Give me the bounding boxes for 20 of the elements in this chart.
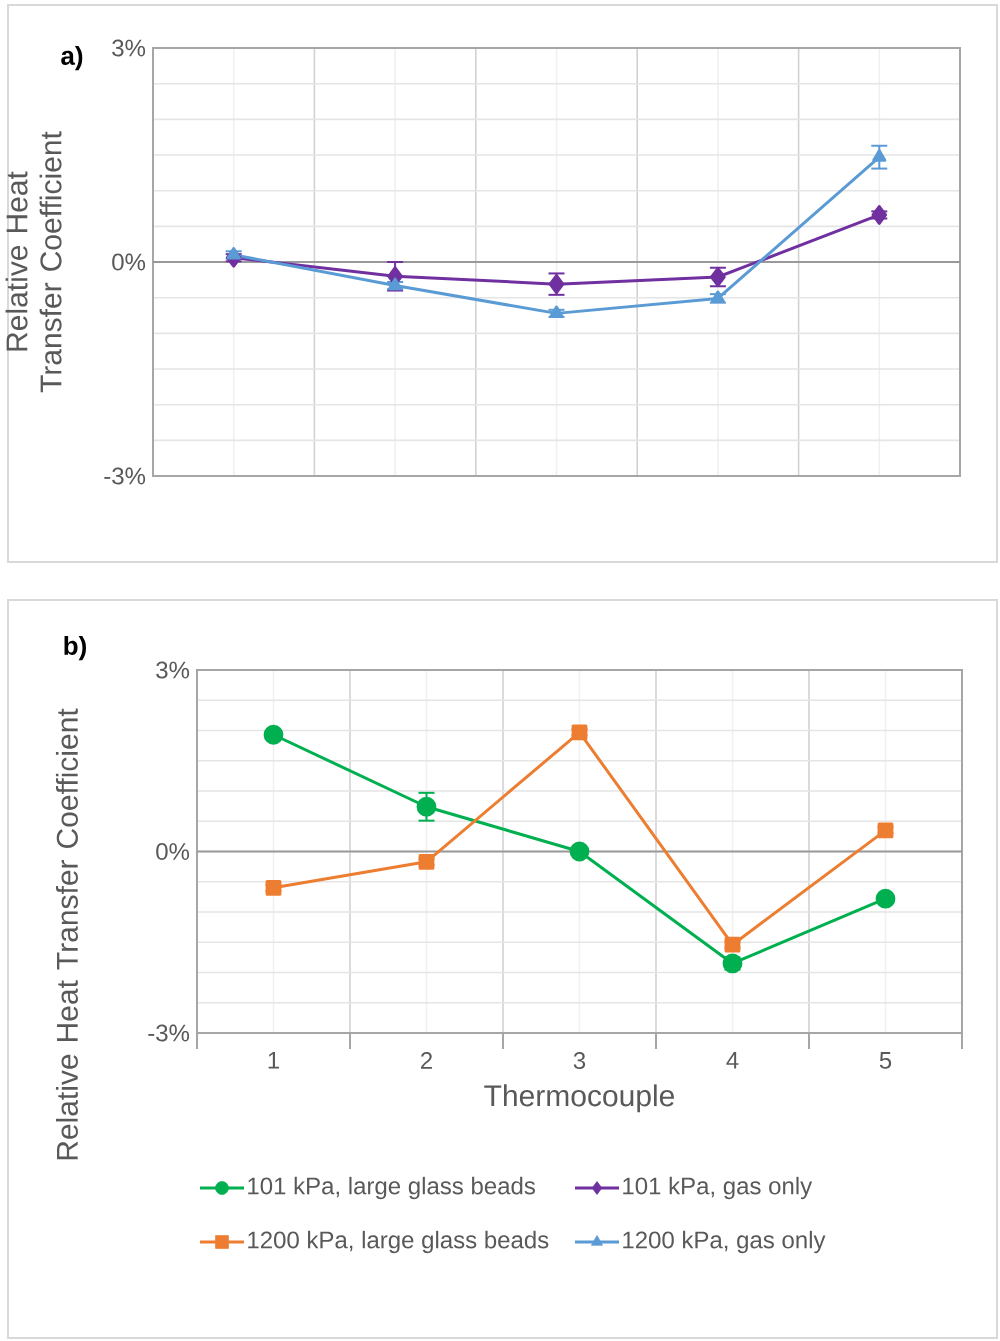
x-tick-label: 3 <box>573 1052 586 1070</box>
chart-title: b) <box>64 635 86 661</box>
legend-label: 101 kPa, gas only <box>623 1176 813 1200</box>
y-tick-label: 3% <box>156 661 190 679</box>
y-tick-label: -3% <box>148 1024 190 1042</box>
x-tick-label: 2 <box>421 1052 432 1069</box>
legend-label: 1200 kPa, gas only <box>623 1230 826 1254</box>
y-axis-title: Relative Heat Transfer Coefficient <box>5 131 62 393</box>
legend-label: 101 kPa, large glass beads <box>248 1176 535 1200</box>
x-tick-label: 1 <box>268 1052 279 1069</box>
y-tick-label: 3% <box>112 39 146 57</box>
legend-label: 1200 kPa, large glass beads <box>248 1230 549 1254</box>
y-tick-label: 0% <box>112 253 146 271</box>
x-axis-title: Thermocouple <box>484 1084 674 1113</box>
y-tick-label: 0% <box>156 843 190 860</box>
chart-title: a) <box>61 45 83 71</box>
x-tick-label: 5 <box>879 1052 892 1069</box>
y-tick-label: -3% <box>104 467 146 485</box>
y-axis-title: Relative Heat Transfer Coefficient <box>55 708 78 1160</box>
x-tick-label: 4 <box>726 1052 739 1069</box>
